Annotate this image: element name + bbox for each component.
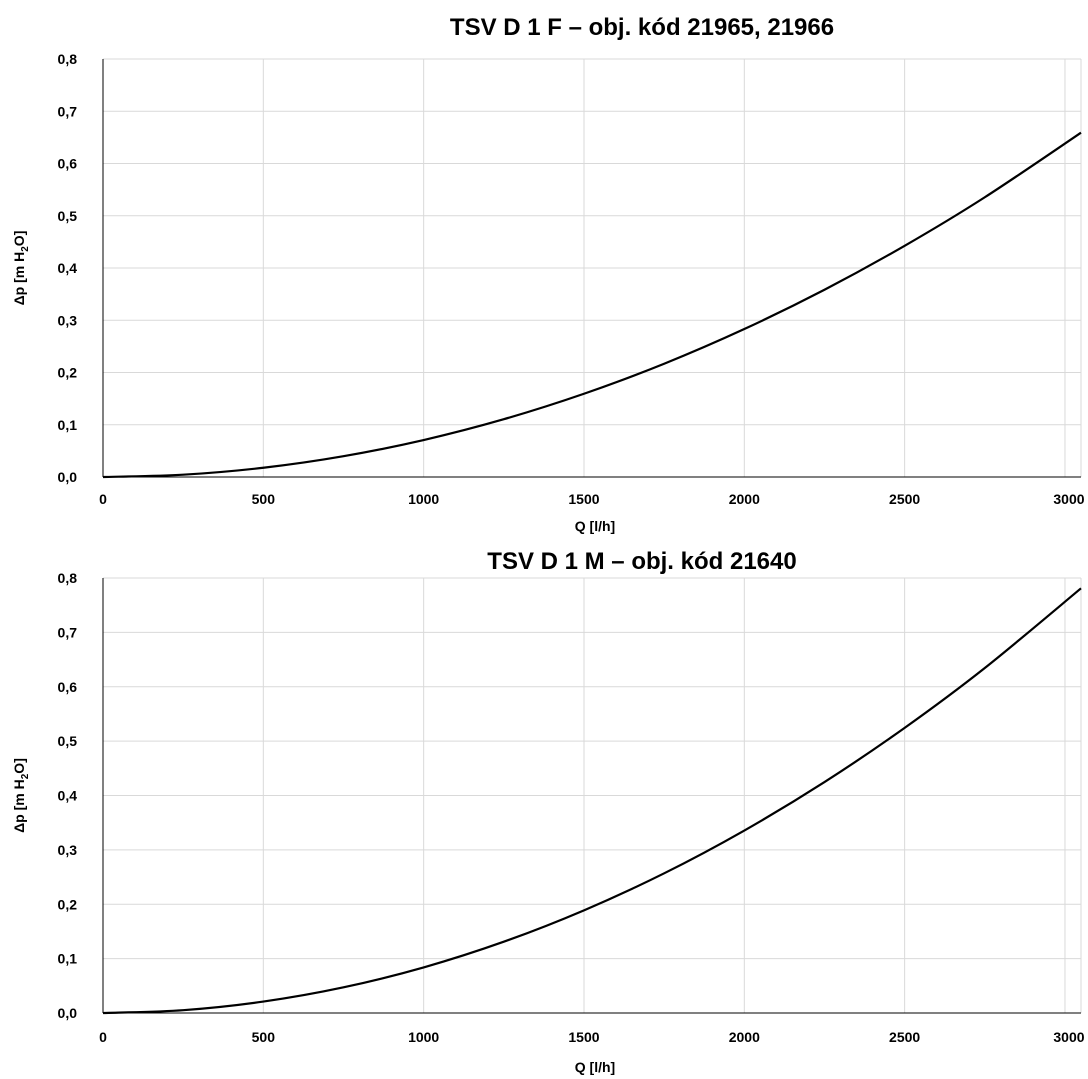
y-tick-label: 0,4	[58, 260, 78, 276]
y-axis-label: Δp [m H2O]	[11, 758, 31, 833]
y-axis-label: Δp [m H2O]	[11, 231, 31, 306]
y-axis-label-subscript: 2	[20, 246, 31, 252]
y-tick-label: 0,5	[58, 733, 78, 749]
y-axis-label-tail: O]	[11, 758, 27, 774]
series-line	[102, 131, 1082, 479]
y-tick-label: 0,5	[58, 208, 78, 224]
y-tick-label: 0,0	[58, 469, 78, 485]
y-axis-label-main: Δp [m H	[11, 779, 27, 833]
x-tick-label: 1500	[568, 1029, 599, 1045]
x-tick-label: 2500	[889, 491, 920, 507]
chart-title: TSV D 1 M – obj. kód 21640	[487, 548, 796, 575]
y-tick-label: 0,1	[58, 417, 78, 433]
x-tick-label: 1000	[408, 491, 439, 507]
x-axis-label: Q [l/h]	[575, 1059, 615, 1075]
y-tick-label: 0,1	[58, 951, 78, 967]
x-axis-label: Q [l/h]	[575, 518, 615, 534]
x-tick-label: 500	[252, 1029, 276, 1045]
x-tick-label: 1000	[408, 1029, 439, 1045]
y-axis-label-main: Δp [m H	[11, 252, 27, 306]
y-tick-label: 0,3	[58, 842, 78, 858]
x-tick-label: 0	[99, 491, 107, 507]
y-tick-label: 0,4	[58, 788, 78, 804]
y-tick-label: 0,2	[58, 896, 78, 912]
y-tick-label: 0,7	[58, 624, 78, 640]
y-tick-label: 0,3	[58, 312, 78, 328]
y-tick-label: 0,6	[58, 679, 78, 695]
x-tick-label: 0	[99, 1029, 107, 1045]
y-tick-label: 0,7	[58, 103, 78, 119]
y-tick-label: 0,0	[58, 1005, 78, 1021]
y-axis-label-subscript: 2	[20, 773, 31, 779]
y-tick-label: 0,2	[58, 365, 78, 381]
x-tick-label: 500	[252, 491, 276, 507]
x-tick-label: 2500	[889, 1029, 920, 1045]
chart-title: TSV D 1 F – obj. kód 21965, 21966	[450, 14, 834, 41]
x-tick-label: 1500	[568, 491, 599, 507]
x-tick-label: 3000	[1053, 491, 1084, 507]
x-tick-label: 2000	[729, 491, 760, 507]
x-tick-label: 2000	[729, 1029, 760, 1045]
y-tick-label: 0,8	[58, 570, 78, 586]
x-tick-label: 3000	[1053, 1029, 1084, 1045]
chart-2: 0,0 0,1 0,2 0,3 0,4 0,5 0,6 0,7 0,8 0 500 1000 1500 2…	[11, 548, 1085, 1075]
series-line	[102, 587, 1082, 1015]
y-tick-label: 0,6	[58, 156, 78, 172]
y-axis-label-tail: O]	[11, 231, 27, 247]
y-tick-label: 0,8	[58, 51, 78, 67]
chart-1: 0,0 0,1 0,2 0,3 0,4 0,5 0,6 0,7 0,8 0 500 1000 1500 2…	[11, 14, 1085, 534]
